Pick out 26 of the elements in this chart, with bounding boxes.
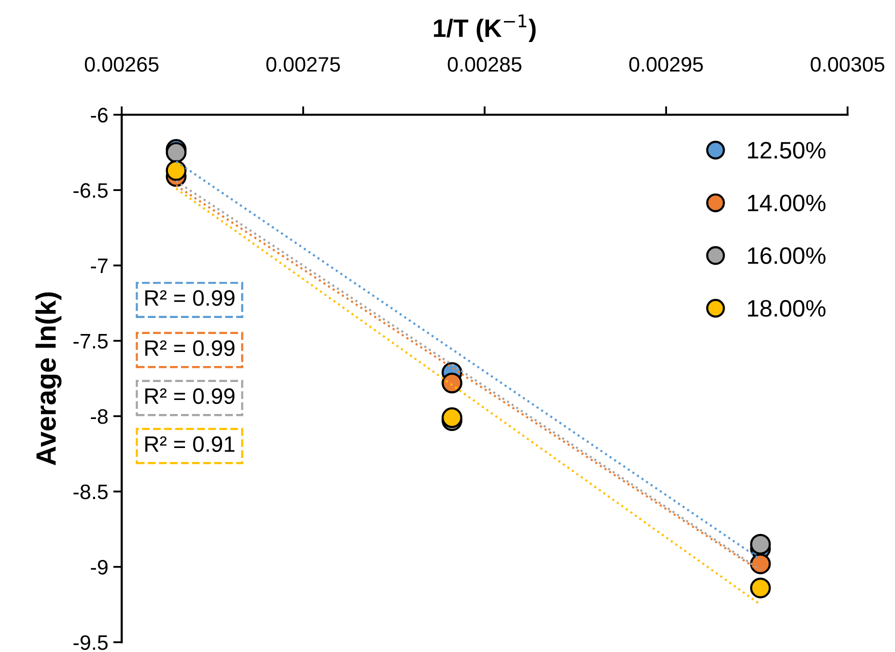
legend-label: 16.00% [748, 247, 826, 264]
x-axis-title: 1/T (K$^{−1}$) [434, 14, 536, 42]
annotation: R² = 0.91 [145, 436, 234, 452]
y-tick-label: -7.5 [74, 334, 108, 349]
point [442, 372, 462, 394]
x-tick-label: 0.00285 [448, 56, 522, 72]
y-tick-label: -8 [90, 409, 108, 424]
y-tick-label: -6.5 [74, 183, 108, 198]
point [166, 160, 187, 181]
annotation: R² = 0.99 [145, 290, 234, 306]
y-tick-label: -9.5 [74, 635, 108, 650]
legend-label: 14.00% [748, 194, 826, 212]
y-tick-label: -8.5 [74, 484, 108, 500]
annotation: R² = 0.99 [145, 388, 234, 404]
y-tick-label: -7 [90, 258, 108, 274]
x-tick-label: 0.00295 [629, 56, 703, 72]
x-tick-label: 0.00265 [84, 56, 159, 72]
y-tick-label: -9 [90, 560, 108, 575]
y-axis-title: Average ln(k) [36, 292, 62, 466]
y-tick-label: -6 [90, 108, 108, 123]
annotation: R² = 0.99 [145, 340, 234, 356]
x-tick-label: 0.00305 [810, 56, 884, 72]
legend-label: 12.50% [748, 142, 826, 159]
legend-label: 18.00% [748, 300, 826, 317]
point [750, 578, 771, 598]
x-tick-label: 0.00275 [266, 56, 340, 72]
